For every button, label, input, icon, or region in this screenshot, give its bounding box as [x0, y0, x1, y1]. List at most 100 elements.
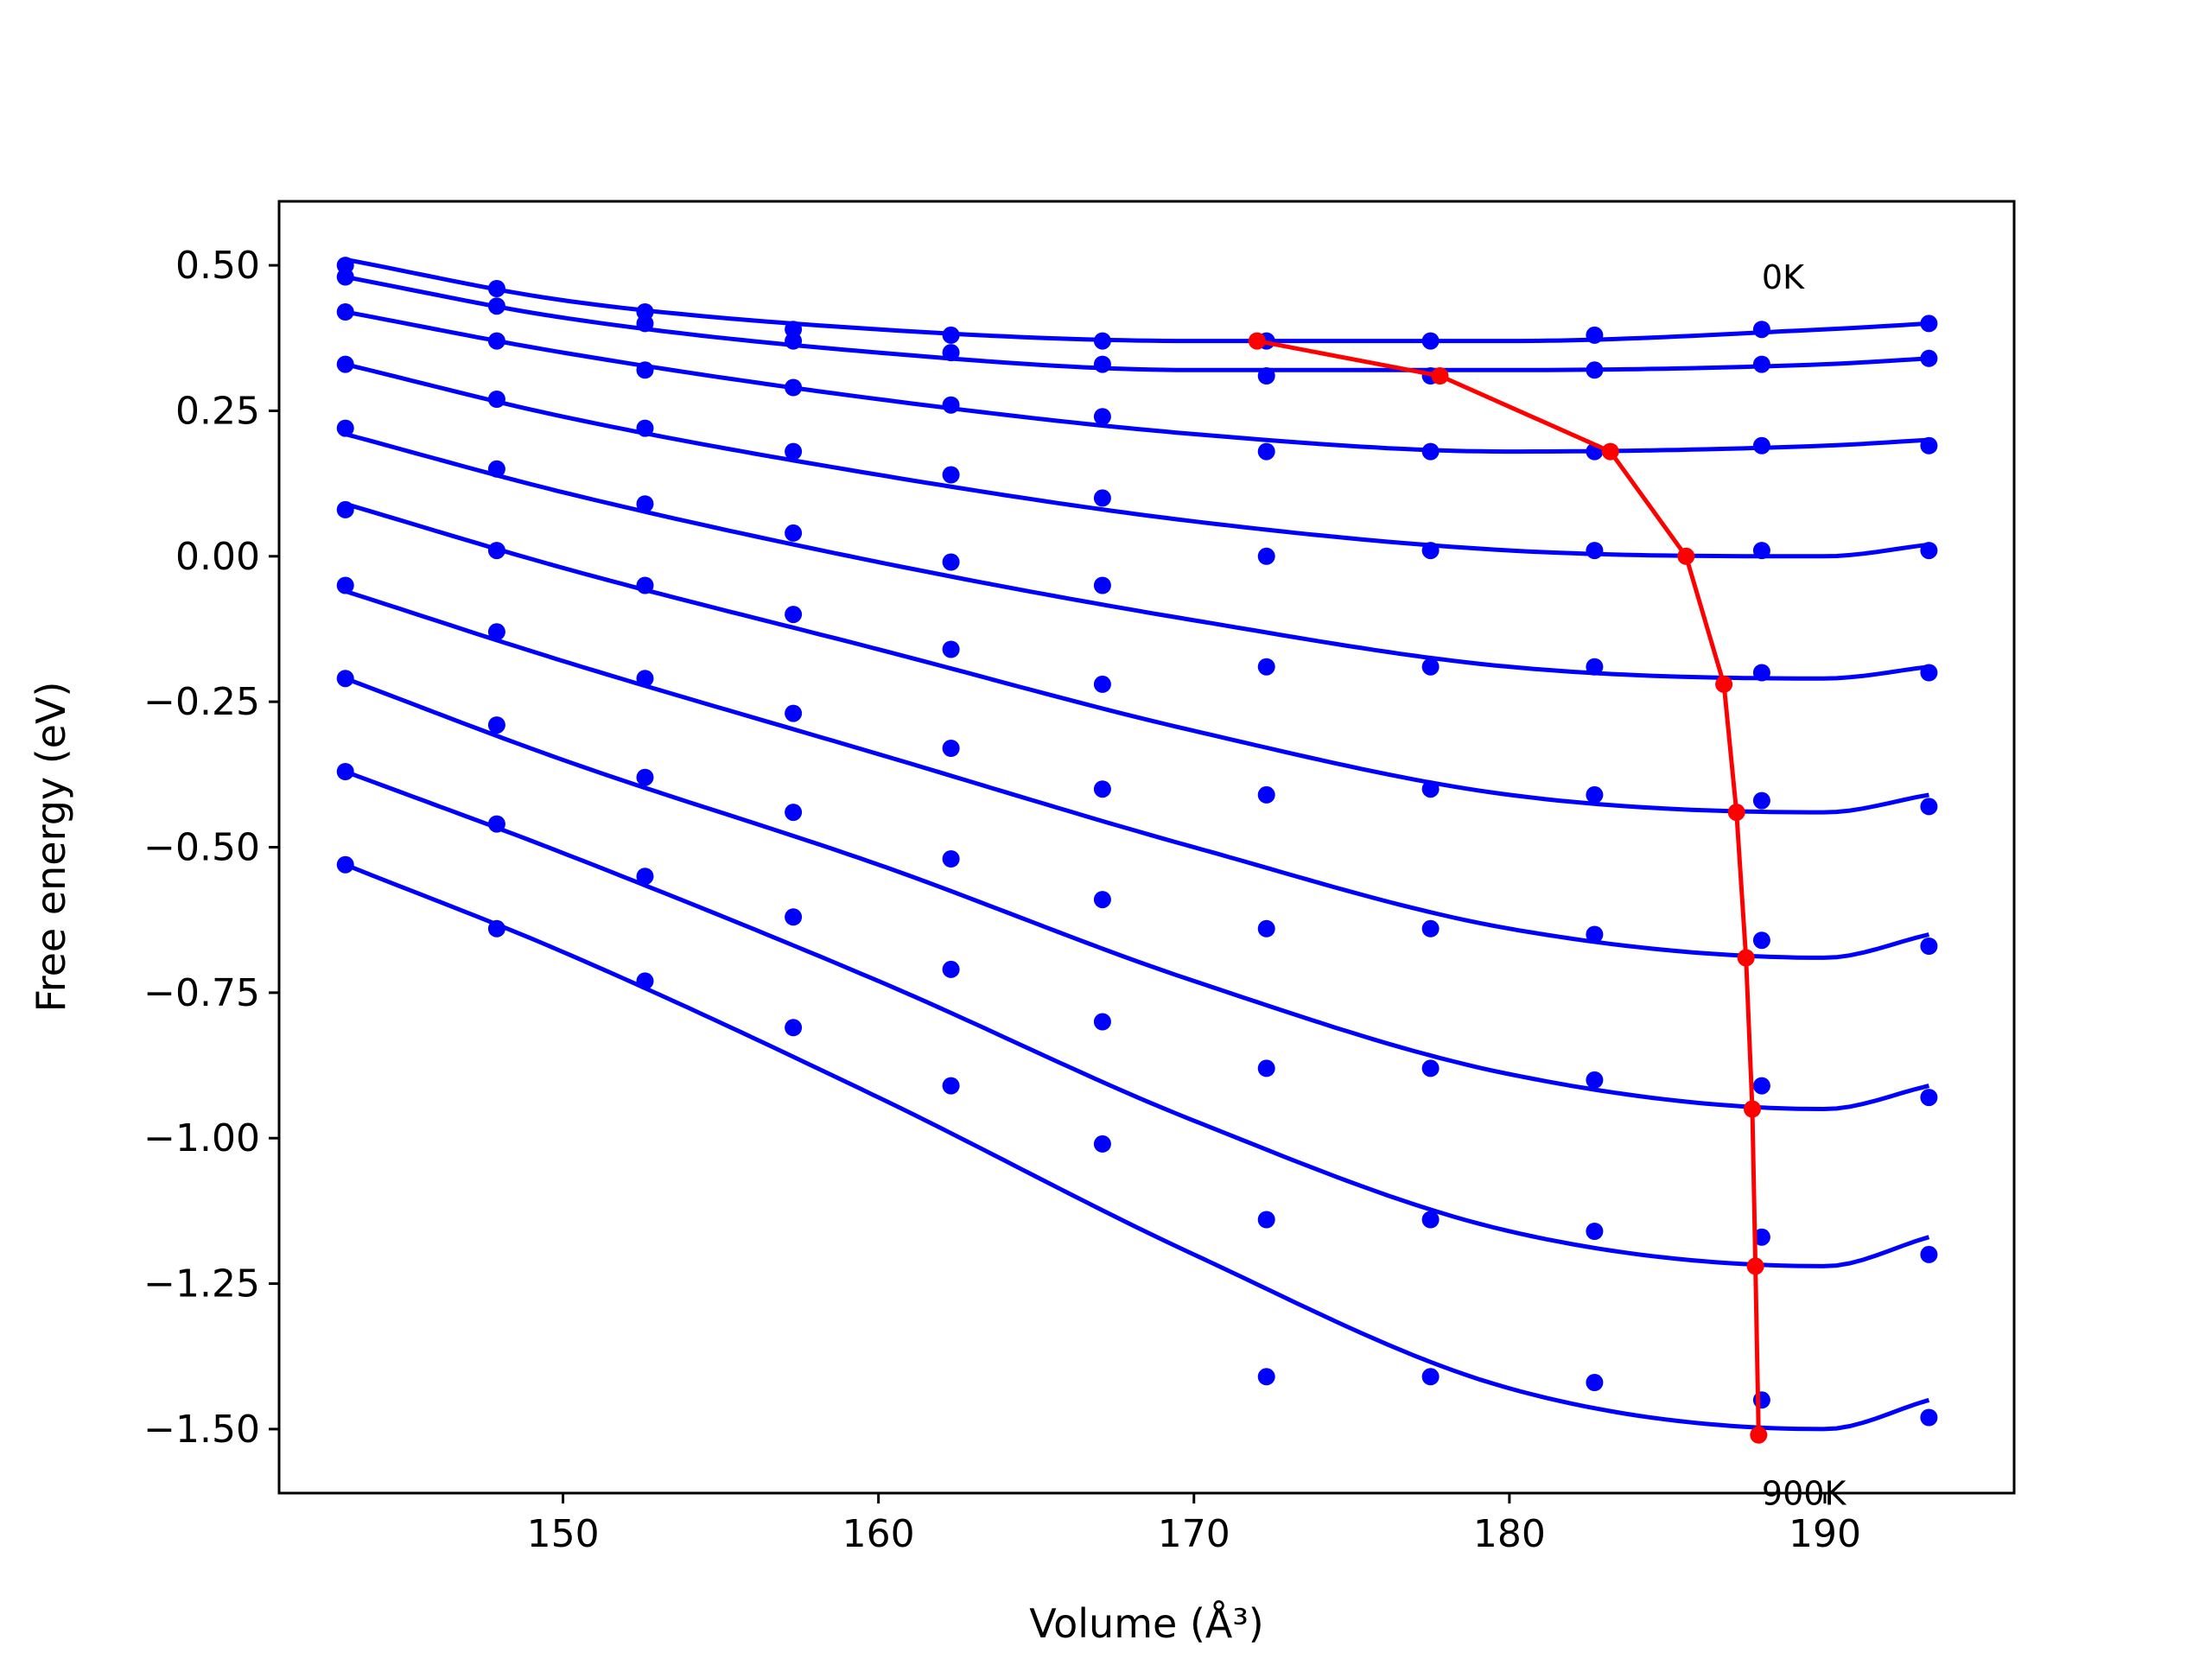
minimum-path-point: [1677, 547, 1695, 565]
x-tick-label: 160: [842, 1512, 915, 1556]
data-point: [487, 280, 505, 297]
data-point: [636, 768, 654, 786]
data-point: [336, 355, 354, 373]
data-point: [1752, 664, 1770, 682]
data-point: [1421, 542, 1440, 560]
data-point: [1421, 332, 1440, 350]
data-point: [942, 640, 960, 658]
minimum-path-point: [1715, 675, 1733, 693]
data-point: [785, 804, 803, 822]
data-point: [336, 670, 354, 688]
data-point: [1920, 798, 1938, 816]
data-point: [1920, 1245, 1938, 1263]
data-point: [1752, 791, 1770, 810]
data-point: [1421, 1211, 1440, 1229]
minimum-path-point: [1744, 1100, 1761, 1118]
data-point: [487, 919, 505, 938]
y-tick-label: −1.25: [143, 1262, 260, 1306]
data-point: [1257, 442, 1275, 461]
data-point: [785, 1019, 803, 1037]
y-tick-label: −0.25: [143, 680, 260, 724]
data-point: [1257, 1368, 1275, 1386]
x-axis: 150 160 170 180 190: [527, 1493, 1861, 1556]
data-point: [487, 542, 505, 560]
data-point: [785, 442, 803, 461]
data-point: [1421, 1368, 1440, 1386]
data-point: [487, 297, 505, 315]
data-point: [636, 972, 654, 990]
minimum-path-point: [1248, 332, 1266, 350]
annotations: 0K 900K: [1762, 258, 1847, 1512]
data-point: [487, 460, 505, 478]
data-point: [942, 960, 960, 978]
data-point: [785, 704, 803, 722]
y-tick-label: 0.25: [175, 389, 260, 433]
data-point: [336, 855, 354, 874]
data-point: [636, 670, 654, 688]
data-point: [1093, 489, 1111, 507]
x-tick-label: 190: [1789, 1512, 1861, 1556]
data-point: [487, 332, 505, 350]
fit-curve-9: [344, 862, 1930, 1432]
data-point: [1920, 938, 1938, 955]
data-point: [1421, 658, 1440, 676]
data-point: [1586, 925, 1604, 944]
data-point: [1093, 408, 1111, 426]
data-point: [785, 332, 803, 350]
minimum-path-point: [1737, 949, 1755, 967]
data-point: [336, 576, 354, 594]
data-point: [1752, 542, 1770, 560]
data-point: [1257, 785, 1275, 804]
minimum-path-line: [1256, 339, 1761, 1435]
minimum-path-point: [1746, 1257, 1764, 1275]
data-point: [942, 1077, 960, 1095]
x-tick-label: 180: [1473, 1512, 1546, 1556]
data-point: [1093, 1013, 1111, 1031]
fit-curve-2: [345, 309, 1929, 454]
fit-curve-8: [344, 769, 1930, 1268]
data-point: [1752, 321, 1770, 339]
data-point: [1586, 658, 1604, 676]
y-axis: 0.50 0.25 0.00 −0.25 −0.50 −0.75 −1.00 −1.25 −1.…: [143, 244, 279, 1452]
data-point: [1752, 355, 1770, 373]
data-point: [1586, 1223, 1604, 1240]
data-point: [1093, 891, 1111, 909]
data-point: [1093, 576, 1111, 594]
data-point: [942, 466, 960, 484]
data-points: [336, 257, 1938, 1427]
fit-curve-6: [344, 588, 1930, 960]
x-axis-title: Volume (Å³): [1029, 1600, 1264, 1647]
data-point: [1920, 349, 1938, 367]
data-point: [1093, 1135, 1111, 1153]
minimum-path-point: [1601, 442, 1619, 461]
x-tick-label: 170: [1158, 1512, 1230, 1556]
data-point: [1257, 367, 1275, 385]
data-point: [1093, 332, 1111, 350]
data-point: [785, 378, 803, 397]
y-tick-label: 0.50: [175, 244, 260, 288]
data-point: [636, 361, 654, 379]
minimum-path-point: [1727, 804, 1745, 822]
minimum-path-point: [1750, 1426, 1768, 1444]
data-point: [1093, 780, 1111, 798]
data-point: [1752, 436, 1770, 454]
data-point: [636, 315, 654, 333]
data-point: [785, 524, 803, 542]
data-point: [942, 740, 960, 757]
data-point: [1421, 780, 1440, 798]
y-tick-label: −0.50: [143, 826, 260, 870]
fit-curve-3: [345, 362, 1929, 559]
data-point: [1586, 542, 1604, 560]
y-tick-label: −0.75: [143, 971, 260, 1015]
data-point: [1257, 1059, 1275, 1077]
data-point: [1257, 919, 1275, 938]
data-point: [1920, 1408, 1938, 1427]
minimum-path: [1248, 332, 1768, 1444]
data-point: [487, 815, 505, 833]
data-point: [1752, 1391, 1770, 1409]
data-point: [785, 908, 803, 926]
data-point: [942, 396, 960, 414]
fit-curve-5: [344, 501, 1929, 815]
